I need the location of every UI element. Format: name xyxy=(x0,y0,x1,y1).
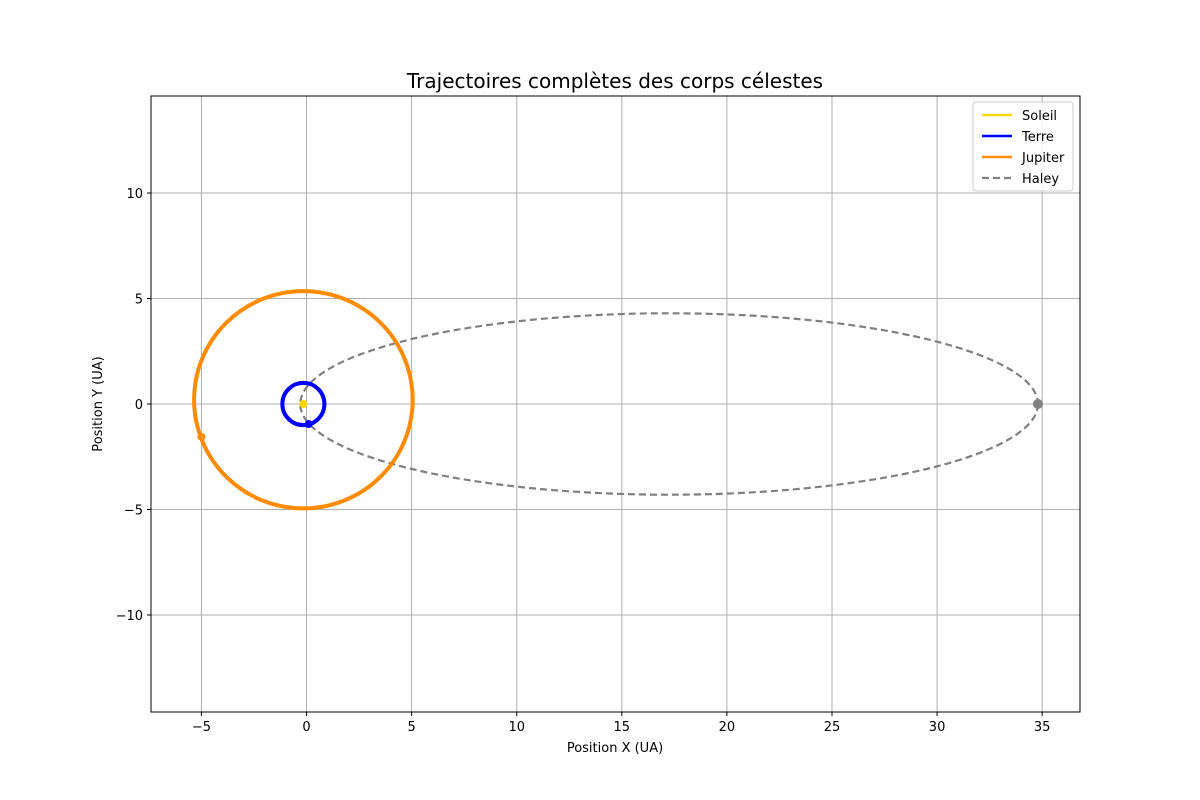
y-axis-label: Position Y (UA) xyxy=(91,356,106,451)
x-tick-label: −5 xyxy=(192,720,211,735)
y-tick-label: 5 xyxy=(135,293,143,308)
jupiter-orbit xyxy=(192,289,415,511)
legend-label-jupiter: Jupiter xyxy=(1021,151,1065,166)
legend-label-soleil: Soleil xyxy=(1022,109,1057,124)
x-tick-label: 15 xyxy=(614,720,631,735)
x-tick-label: 30 xyxy=(929,720,946,735)
chart-title: Trajectoires complètes des corps céleste… xyxy=(406,69,823,93)
haley-marker xyxy=(1032,399,1043,409)
y-tick-label: −5 xyxy=(124,503,143,518)
terre-marker xyxy=(304,420,313,429)
y-tick-label: 10 xyxy=(126,187,143,202)
legend: Soleil Terre Jupiter Haley xyxy=(972,101,1074,192)
jupiter-marker xyxy=(197,432,206,441)
x-tick-label: 20 xyxy=(719,720,736,735)
x-tick-label: 5 xyxy=(407,720,415,735)
grid xyxy=(151,96,1080,712)
x-tick-label: 0 xyxy=(302,720,310,735)
legend-label-haley: Haley xyxy=(1022,172,1059,187)
legend-label-terre: Terre xyxy=(1021,130,1054,145)
y-tick-label: 0 xyxy=(135,398,143,413)
soleil-marker xyxy=(299,400,308,408)
y-tick-label: −10 xyxy=(116,609,143,624)
axis-ticks: −5 0 5 10 15 20 25 30 35 −10 −5 0 5 10 xyxy=(116,187,1051,735)
x-tick-label: 10 xyxy=(508,720,525,735)
legend-box xyxy=(972,101,1074,192)
terre-orbit xyxy=(280,380,327,428)
x-axis-label: Position X (UA) xyxy=(567,741,663,756)
x-tick-label: 35 xyxy=(1034,720,1051,735)
x-tick-label: 25 xyxy=(824,720,841,735)
